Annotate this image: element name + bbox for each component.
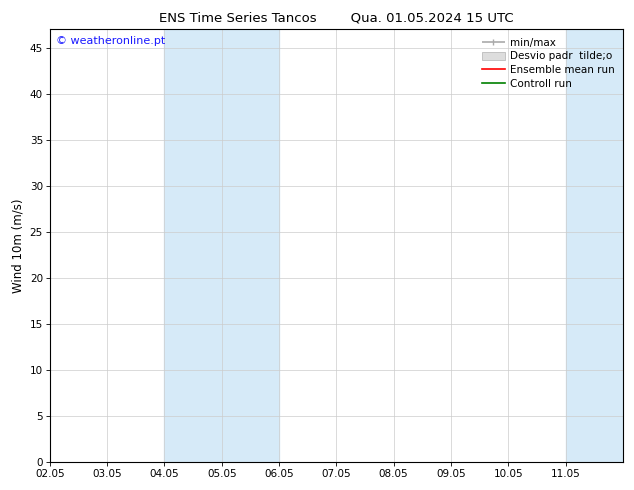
Text: © weatheronline.pt: © weatheronline.pt — [56, 36, 165, 46]
Bar — [164, 29, 279, 462]
Bar — [566, 29, 623, 462]
Title: ENS Time Series Tancos        Qua. 01.05.2024 15 UTC: ENS Time Series Tancos Qua. 01.05.2024 1… — [159, 11, 514, 24]
Y-axis label: Wind 10m (m/s): Wind 10m (m/s) — [11, 198, 24, 293]
Legend: min/max, Desvio padr  tilde;o, Ensemble mean run, Controll run: min/max, Desvio padr tilde;o, Ensemble m… — [479, 35, 618, 92]
